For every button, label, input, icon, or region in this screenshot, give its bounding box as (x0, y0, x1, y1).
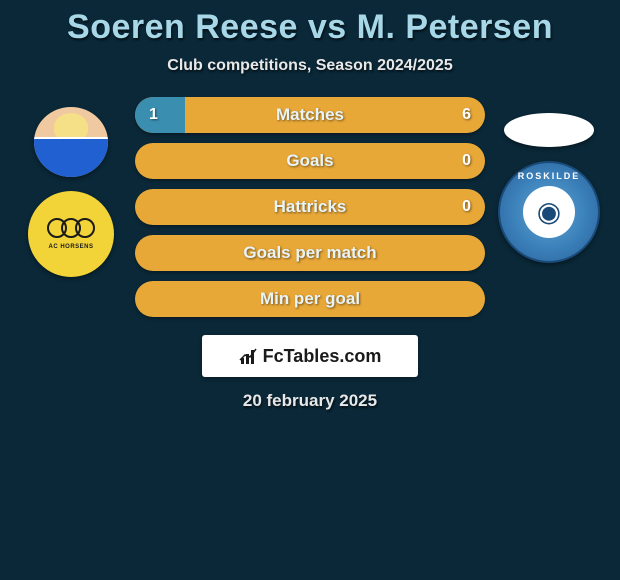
stat-bar: Goals per match (135, 235, 485, 271)
right-club-label: ROSKILDE (500, 171, 598, 181)
page-title: Soeren Reese vs M. Petersen (0, 8, 620, 47)
stats-column: 1 Matches 6 Goals 0 Hattricks 0 Goals per match… (135, 97, 485, 317)
stat-bar: Hattricks 0 (135, 189, 485, 225)
eagle-icon: ◉ (537, 198, 561, 226)
subtitle: Club competitions, Season 2024/2025 (0, 57, 620, 75)
stat-value-left: 1 (149, 106, 158, 124)
right-player-photo (504, 113, 594, 147)
stat-label: Hattricks (274, 197, 347, 217)
comparison-card: Soeren Reese vs M. Petersen Club competi… (0, 0, 620, 411)
right-player-column: ROSKILDE ◉ (495, 97, 603, 263)
stat-value-right: 6 (462, 106, 471, 124)
roskilde-inner: ◉ (523, 186, 575, 238)
left-club-label: AC HORSENS (48, 244, 93, 250)
stat-value-right: 0 (462, 198, 471, 216)
left-player-column: AC HORSENS (17, 97, 125, 277)
stat-value-right: 0 (462, 152, 471, 170)
left-club-badge: AC HORSENS (28, 191, 114, 277)
stat-label: Matches (276, 105, 344, 125)
left-player-photo (34, 107, 108, 177)
stat-bar: Min per goal (135, 281, 485, 317)
stat-bar: 1 Matches 6 (135, 97, 485, 133)
stat-fill-left (135, 97, 185, 133)
stat-label: Goals (286, 151, 333, 171)
stat-bar: Goals 0 (135, 143, 485, 179)
bar-chart-icon (239, 348, 259, 364)
brand-box[interactable]: FcTables.com (202, 335, 418, 377)
stat-label: Min per goal (260, 289, 360, 309)
brand-text: FcTables.com (263, 346, 382, 367)
date-line: 20 february 2025 (0, 391, 620, 411)
horsens-rings-icon (50, 218, 92, 238)
main-row: AC HORSENS 1Matches6Goals0Hattricks0Goal… (0, 97, 620, 317)
right-club-badge: ROSKILDE ◉ (498, 161, 600, 263)
stat-label: Goals per match (243, 243, 376, 263)
